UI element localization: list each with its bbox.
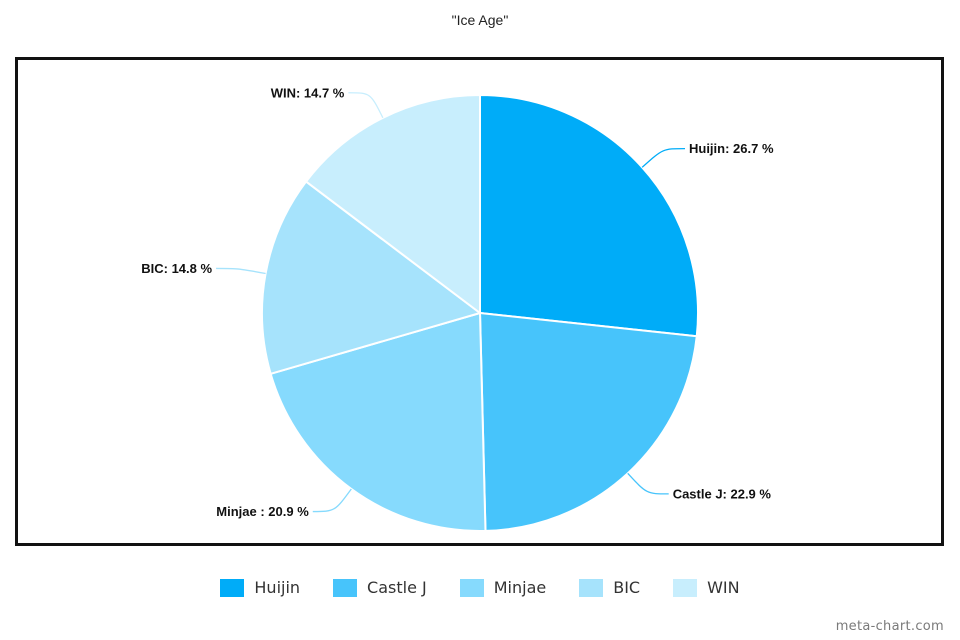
leader-line-bic [216, 267, 266, 275]
legend-label: WIN [707, 578, 740, 597]
slice-labels: Huijin: 26.7 % Castle J: 22.9 % Minjae : 2… [141, 85, 774, 519]
slice-label-minjae: Minjae : 20.9 % [216, 504, 309, 519]
pie-slice-win[interactable] [304, 93, 481, 316]
leader-line-huijin [641, 147, 685, 168]
slice-label-win: WIN: 14.7 % [271, 85, 345, 100]
legend-label: Castle J [367, 578, 427, 597]
legend-item-minjae[interactable]: Minjae [459, 578, 547, 597]
pie-chart: Huijin: 26.7 % Castle J: 22.9 % Minjae : 2… [141, 85, 774, 532]
legend-label: BIC [613, 578, 641, 597]
pie-slice-huijin[interactable] [479, 93, 699, 338]
leader-line-castle-j [627, 472, 669, 495]
legend-swatch [579, 578, 604, 597]
legend-swatch [459, 578, 484, 597]
leader-lines [216, 92, 685, 513]
legend-swatch [673, 578, 698, 597]
chart-title: "Ice Age" [451, 12, 509, 28]
leader-line-win [348, 92, 384, 119]
pie-slice-minjae[interactable] [269, 311, 487, 532]
leader-line-minjae [312, 488, 352, 513]
legend-swatch [220, 578, 245, 597]
legend-label: Minjae [493, 578, 547, 597]
legend: Huijin Castle J Minjae BIC WIN [0, 578, 960, 597]
pie-slice-castle-j[interactable] [478, 311, 698, 532]
legend-item-huijin[interactable]: Huijin [220, 578, 300, 597]
legend-item-castle-j[interactable]: Castle J [333, 578, 427, 597]
pie-slices [261, 93, 699, 532]
chart-frame [15, 57, 944, 546]
pie-slice-bic[interactable] [261, 180, 483, 376]
legend-item-bic[interactable]: BIC [579, 578, 640, 597]
legend-label: Huijin [254, 578, 301, 597]
slice-label-castle-j: Castle J: 22.9 % [673, 486, 772, 501]
legend-swatch [333, 578, 358, 597]
legend-item-win[interactable]: WIN [673, 578, 740, 597]
slice-label-bic: BIC: 14.8 % [141, 261, 212, 276]
watermark: meta-chart.com [835, 619, 944, 634]
slice-label-huijin: Huijin: 26.7 % [689, 141, 774, 156]
